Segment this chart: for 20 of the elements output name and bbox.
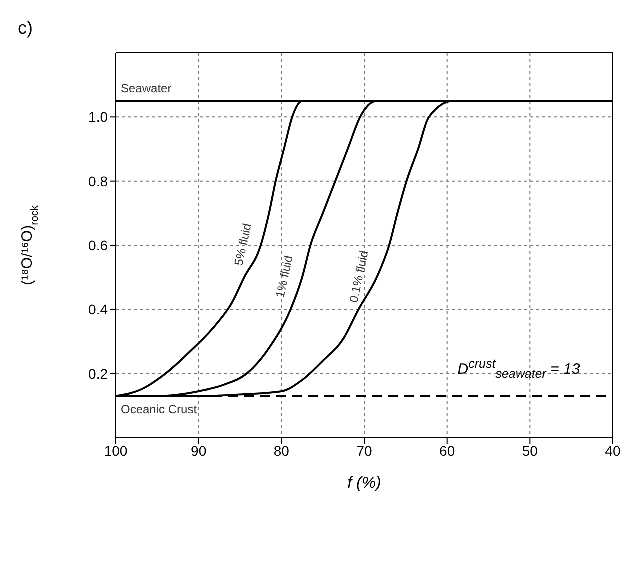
x-tick-label: 50 [522,442,538,459]
annotation: D$^{crust}$$_{seawater}$ = 13 [458,357,580,382]
y-tick-label: 0.2 [88,366,108,382]
text: c) [18,18,33,39]
x-tick-label: 80 [274,442,290,459]
x-axis-title: f (%) [348,475,382,492]
text: 0.1% fluid [346,250,372,304]
text: 5% fluid [232,222,254,268]
x-tick-label: 100 [104,442,128,459]
y-tick-label: 0.4 [88,302,108,318]
text: 1% fluid [273,254,296,300]
x-tick-label: 40 [605,442,621,459]
x-tick-label: 60 [440,442,456,459]
x-tick-label: 70 [356,442,372,459]
x-tick-label: 90 [191,442,207,459]
y-tick-label: 1.0 [88,109,108,126]
ref-line-label: Seawater [121,82,172,96]
y-tick-label: 0.8 [88,173,108,190]
y-tick-label: 0.6 [88,237,108,254]
ref-line-label: Oceanic Crust [121,402,198,416]
